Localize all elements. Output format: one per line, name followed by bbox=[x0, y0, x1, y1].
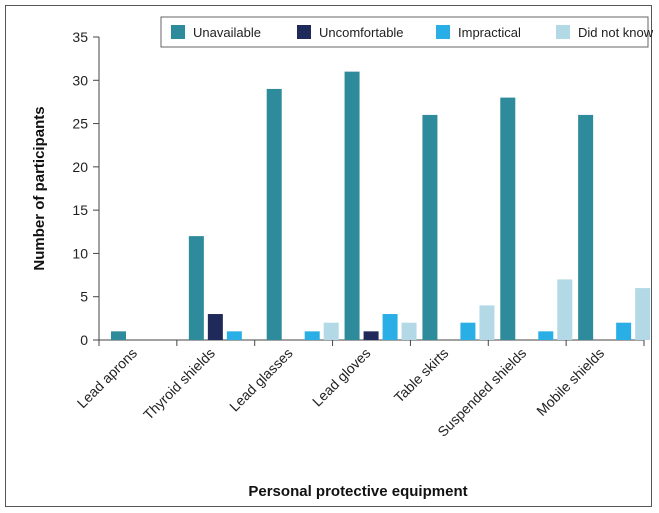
y-tick-label: 35 bbox=[72, 29, 88, 45]
bar-unavailable bbox=[422, 114, 438, 341]
bar-impractical bbox=[538, 331, 554, 340]
bar-unavailable bbox=[344, 71, 360, 340]
y-tick-label: 10 bbox=[72, 245, 88, 261]
legend-swatch bbox=[171, 25, 185, 39]
x-tick-label: Lead gloves bbox=[309, 345, 374, 410]
bar-unavailable bbox=[266, 88, 282, 340]
bar-unavailable bbox=[578, 114, 594, 341]
bar-did-not-know bbox=[635, 288, 651, 340]
y-tick-label: 5 bbox=[80, 289, 88, 305]
y-tick-label: 0 bbox=[80, 332, 88, 348]
legend-label: Unavailable bbox=[193, 25, 261, 40]
bar-impractical bbox=[382, 314, 398, 340]
x-tick-label: Suspended shields bbox=[434, 345, 529, 440]
x-axis-ticks: Lead aprons Thyroid shields Lead glasses Le… bbox=[74, 340, 645, 440]
bar-impractical bbox=[616, 322, 632, 340]
y-axis-title: Number of participants bbox=[31, 106, 48, 270]
x-tick-label: Lead glasses bbox=[226, 345, 296, 415]
bar-did-not-know bbox=[479, 305, 495, 340]
chart-frame bbox=[5, 5, 652, 507]
bar-did-not-know bbox=[557, 279, 573, 340]
x-tick-label: Lead aprons bbox=[74, 345, 140, 411]
legend-label: Did not know bbox=[578, 25, 654, 40]
legend-swatch bbox=[297, 25, 311, 39]
legend-swatch bbox=[436, 25, 450, 39]
y-tick-label: 15 bbox=[72, 202, 88, 218]
bar-impractical bbox=[304, 331, 320, 340]
bar-did-not-know bbox=[401, 322, 417, 340]
y-tick-label: 25 bbox=[72, 116, 88, 132]
legend-label: Uncomfortable bbox=[319, 25, 404, 40]
y-tick-label: 30 bbox=[72, 72, 88, 88]
legend: Unavailable Uncomfortable Impractical Did n… bbox=[160, 16, 654, 48]
x-tick-label: Table skirts bbox=[391, 345, 452, 406]
bar-unavailable bbox=[188, 236, 204, 340]
x-tick-label: Thyroid shields bbox=[140, 345, 218, 423]
bar-impractical bbox=[460, 322, 476, 340]
bar-unavailable bbox=[500, 97, 516, 340]
legend-swatch bbox=[556, 25, 570, 39]
bar-uncomfortable bbox=[363, 331, 379, 340]
bar-impractical bbox=[226, 331, 242, 340]
bar-uncomfortable bbox=[207, 314, 223, 340]
y-tick-label: 20 bbox=[72, 159, 88, 175]
x-axis-title: Personal protective equipment bbox=[248, 483, 467, 500]
bar-unavailable bbox=[111, 331, 126, 340]
x-tick-label: Mobile shields bbox=[533, 345, 607, 419]
y-axis-ticks: 0 5 10 15 20 25 30 35 bbox=[72, 29, 99, 348]
legend-label: Impractical bbox=[458, 25, 521, 40]
bar-did-not-know bbox=[323, 322, 339, 340]
bars bbox=[111, 71, 651, 341]
